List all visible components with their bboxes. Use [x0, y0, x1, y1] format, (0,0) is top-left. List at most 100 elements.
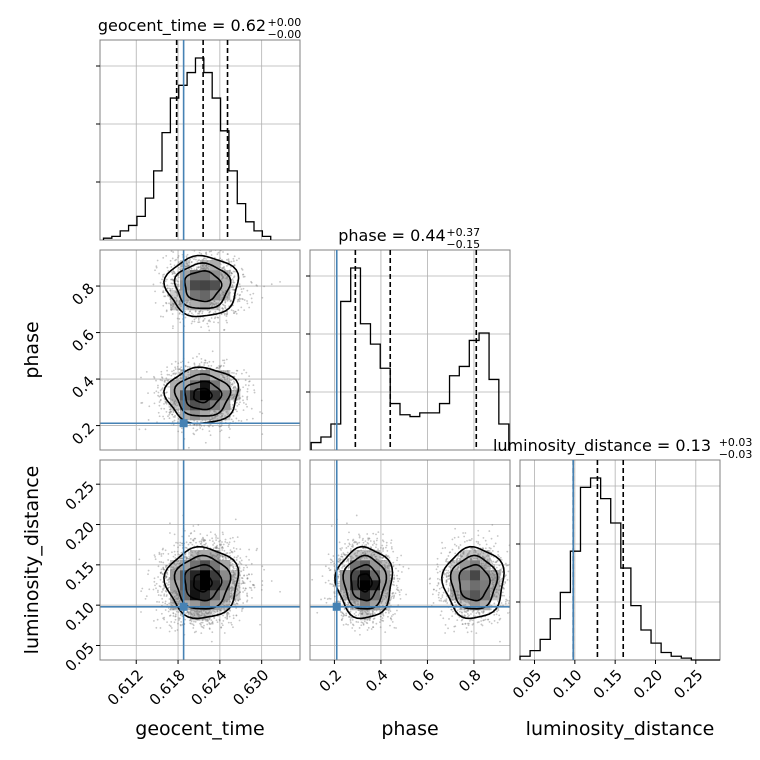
sample-point [178, 413, 181, 416]
sample-point [454, 527, 457, 530]
sample-point [190, 322, 193, 325]
sample-point [465, 601, 468, 604]
sample-point [249, 293, 252, 296]
sample-point [463, 614, 466, 617]
sample-point [222, 370, 225, 373]
sample-point [471, 548, 474, 550]
sample-point [157, 594, 160, 596]
sample-point [392, 561, 395, 564]
sample-point [169, 614, 172, 617]
sample-point [171, 420, 174, 423]
sample-point [348, 589, 351, 592]
sample-point [217, 251, 220, 254]
sample-point [193, 612, 195, 615]
sample-point [176, 317, 179, 320]
sample-point [478, 612, 481, 615]
sample-point [187, 265, 190, 267]
sample-point [389, 617, 392, 620]
sample-point [246, 599, 249, 602]
sample-point [377, 548, 379, 551]
sample-point [140, 376, 142, 379]
sample-point [180, 551, 183, 554]
sample-point [201, 619, 204, 621]
sample-point [231, 569, 234, 572]
sample-point [375, 609, 378, 612]
sample-point [179, 377, 182, 380]
sample-point [198, 266, 200, 269]
sample-point [187, 299, 190, 302]
sample-point [253, 584, 256, 587]
sample-point [191, 623, 194, 626]
sample-point [229, 587, 232, 589]
sample-point [210, 640, 213, 643]
density-cell [380, 600, 391, 611]
sample-point [479, 553, 482, 555]
sample-point [173, 400, 176, 403]
sample-point [239, 548, 242, 551]
sample-point [492, 579, 495, 582]
sample-point [223, 607, 226, 610]
sample-point [232, 270, 235, 273]
density-cell [200, 610, 211, 621]
sample-point [159, 281, 162, 284]
sample-point [178, 617, 181, 620]
sample-point [218, 556, 221, 559]
density-cell [470, 580, 481, 591]
sample-point [221, 277, 224, 280]
sample-point [375, 558, 378, 561]
sample-point [215, 415, 218, 418]
sample-point [166, 287, 169, 290]
sample-point [352, 599, 355, 602]
sample-point [154, 302, 157, 304]
sample-point [372, 626, 374, 629]
sample-point [484, 563, 487, 566]
sample-point [163, 594, 166, 597]
sample-point [330, 559, 333, 562]
sample-point [185, 541, 188, 544]
sample-point [501, 567, 504, 570]
sample-point [498, 576, 501, 579]
sample-point [219, 539, 222, 542]
sample-point [490, 622, 493, 625]
sample-point [165, 254, 168, 257]
sample-point [160, 612, 163, 615]
sample-point [339, 559, 342, 561]
sample-point [232, 574, 235, 577]
sample-point [456, 591, 459, 594]
sample-point [161, 391, 164, 394]
sample-point [220, 273, 223, 276]
sample-point [260, 588, 263, 591]
sample-point [381, 617, 384, 620]
sample-point [172, 369, 175, 372]
sample-point [198, 259, 201, 262]
sample-point [198, 251, 201, 254]
sample-point [331, 560, 334, 563]
sample-point [203, 364, 206, 366]
sample-point [222, 409, 225, 412]
sample-point [218, 299, 221, 302]
sample-point [502, 604, 504, 607]
sample-point [390, 542, 392, 544]
density-cell [220, 570, 231, 581]
sample-point [179, 303, 182, 306]
sample-point [484, 547, 487, 550]
sample-point [193, 363, 196, 366]
sample-point [223, 268, 226, 271]
sample-point [456, 558, 458, 561]
sample-point [221, 277, 224, 280]
sample-point [386, 565, 389, 568]
sample-point [170, 601, 173, 604]
sample-point [360, 624, 363, 627]
sample-point [162, 588, 164, 590]
sample-point [164, 295, 167, 298]
sample-point [173, 264, 176, 267]
sample-point [230, 589, 233, 592]
sample-point [180, 263, 183, 266]
sample-point [161, 601, 164, 604]
sample-point [193, 530, 196, 532]
sample-point [164, 401, 167, 404]
sample-point [456, 590, 459, 593]
sample-point [178, 563, 180, 566]
sample-point [229, 600, 231, 603]
sample-point [479, 558, 481, 560]
